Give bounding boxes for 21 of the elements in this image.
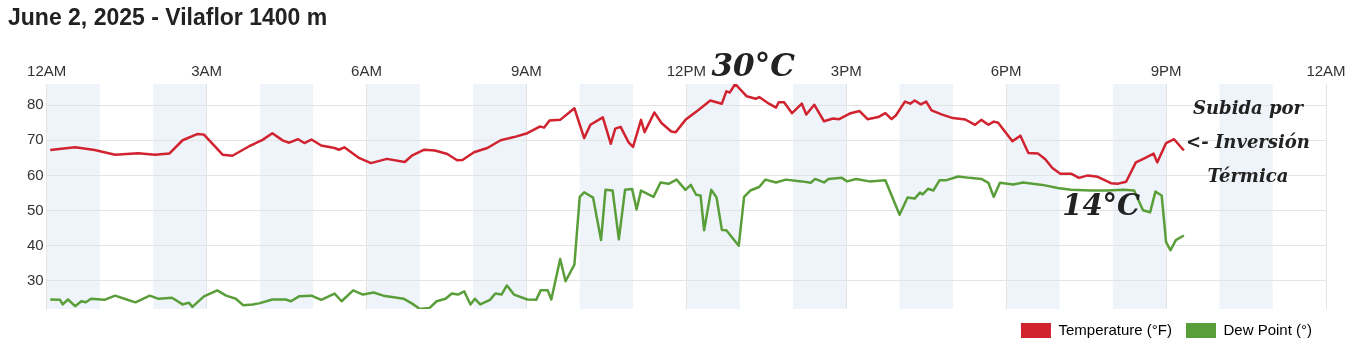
x-tick-label: 9AM	[511, 62, 542, 80]
x-tick-label: 12AM	[1306, 62, 1346, 80]
legend-label: Temperature (°F)	[1058, 320, 1172, 338]
y-tick-label: 60	[27, 165, 44, 183]
x-tick-label: 12PM	[666, 62, 706, 80]
x-tick-label: 6AM	[351, 62, 382, 80]
y-tick-label: 50	[27, 200, 44, 218]
x-tick-label: 3PM	[830, 62, 862, 80]
x-tick-label: 6PM	[990, 62, 1022, 80]
x-tick-label: 12AM	[27, 62, 67, 80]
annotation: Subida por <- Inversión Térmica	[1186, 96, 1310, 186]
annotation: 30°C	[711, 46, 796, 83]
chart-title: June 2, 2025 - Vilaflor 1400 m	[8, 4, 328, 31]
y-tick-label: 80	[27, 95, 44, 113]
y-tick-label: 70	[27, 130, 44, 148]
x-tick-label: 3AM	[191, 62, 223, 80]
legend-label: Dew Point (°)	[1223, 320, 1313, 338]
y-tick-label: 30	[27, 271, 44, 289]
y-tick-label: 40	[27, 235, 44, 253]
x-tick-label: 9PM	[1150, 62, 1182, 80]
annotation: 14°C	[1062, 187, 1141, 222]
